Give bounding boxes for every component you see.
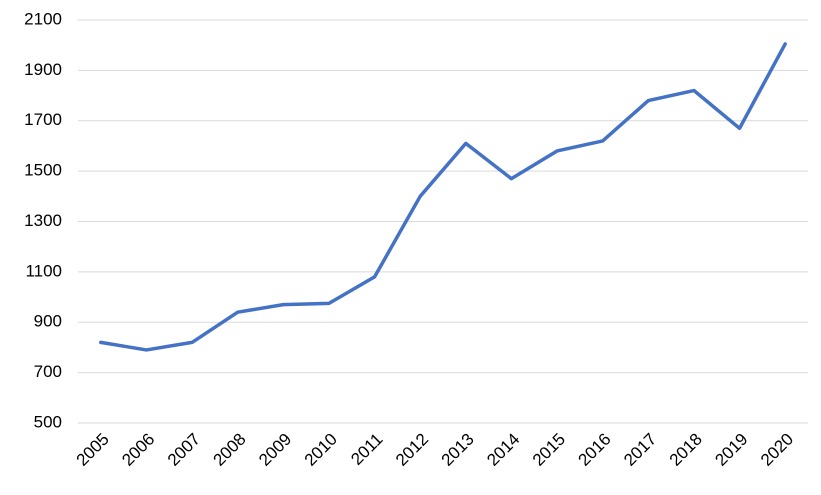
y-tick-label: 900: [34, 312, 62, 331]
x-tick-label: 2018: [666, 430, 706, 470]
x-tick-label: 2012: [392, 430, 432, 470]
y-tick-label: 1300: [24, 211, 62, 230]
y-tick-label: 500: [34, 412, 62, 431]
x-tick-label: 2006: [118, 430, 158, 470]
y-tick-label: 700: [34, 362, 62, 381]
x-tick-label: 2017: [620, 430, 660, 470]
y-tick-label: 1500: [24, 161, 62, 180]
y-tick-label: 1900: [24, 60, 62, 79]
x-tick-label: 2019: [711, 430, 751, 470]
y-tick-label: 1700: [24, 110, 62, 129]
x-tick-label: 2011: [347, 430, 386, 469]
y-tick-label: 1100: [25, 261, 62, 280]
x-tick-label: 2008: [210, 430, 250, 470]
x-tick-label: 2010: [301, 430, 341, 470]
x-tick-label: 2007: [164, 430, 204, 470]
x-tick-label: 2020: [757, 430, 797, 470]
x-tick-label: 2013: [438, 430, 478, 470]
x-tick-label: 2015: [529, 430, 569, 470]
x-tick-label: 2009: [255, 430, 295, 470]
y-tick-label: 2100: [24, 9, 62, 28]
x-tick-label: 2014: [483, 430, 523, 470]
x-tick-label: 2005: [73, 430, 113, 470]
data-line: [99, 42, 787, 352]
x-tick-label: 2016: [575, 430, 615, 470]
